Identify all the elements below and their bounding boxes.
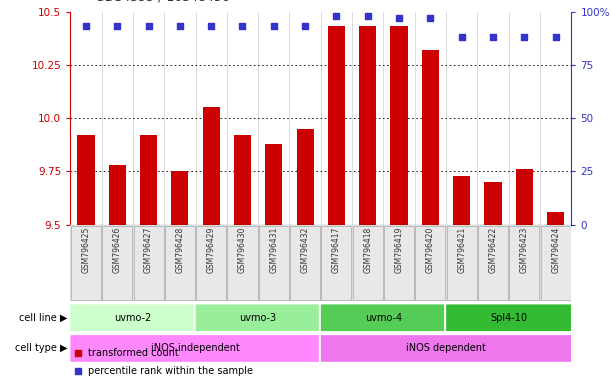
Text: GSM796424: GSM796424 xyxy=(551,227,560,273)
FancyBboxPatch shape xyxy=(259,226,289,300)
Text: iNOS independent: iNOS independent xyxy=(151,343,240,354)
Text: GSM796427: GSM796427 xyxy=(144,227,153,273)
Point xyxy=(551,34,560,40)
FancyBboxPatch shape xyxy=(71,226,101,300)
Point xyxy=(300,23,310,30)
Point xyxy=(332,13,342,19)
FancyBboxPatch shape xyxy=(196,226,226,300)
Text: GDS4355 / 10348456: GDS4355 / 10348456 xyxy=(95,0,230,4)
Text: GSM796428: GSM796428 xyxy=(175,227,185,273)
FancyBboxPatch shape xyxy=(227,226,257,300)
Text: GSM796417: GSM796417 xyxy=(332,227,341,273)
Bar xyxy=(171,171,188,225)
FancyBboxPatch shape xyxy=(69,334,322,363)
Text: uvmo-4: uvmo-4 xyxy=(365,313,402,323)
Bar xyxy=(78,135,95,225)
Text: iNOS dependent: iNOS dependent xyxy=(406,343,486,354)
Text: GSM796418: GSM796418 xyxy=(364,227,372,273)
FancyBboxPatch shape xyxy=(384,226,414,300)
Text: GSM796422: GSM796422 xyxy=(489,227,497,273)
Point xyxy=(394,15,404,21)
Point xyxy=(207,23,216,30)
Text: GSM796429: GSM796429 xyxy=(207,227,216,273)
Bar xyxy=(234,135,251,225)
Point xyxy=(269,23,279,30)
FancyBboxPatch shape xyxy=(353,226,382,300)
Bar xyxy=(422,50,439,225)
FancyBboxPatch shape xyxy=(165,226,195,300)
Bar xyxy=(516,169,533,225)
FancyBboxPatch shape xyxy=(102,226,132,300)
FancyBboxPatch shape xyxy=(541,226,571,300)
Point xyxy=(457,34,467,40)
FancyBboxPatch shape xyxy=(447,226,477,300)
Bar xyxy=(203,108,220,225)
FancyBboxPatch shape xyxy=(510,226,540,300)
Text: transformed count: transformed count xyxy=(88,348,178,358)
Text: GSM796431: GSM796431 xyxy=(269,227,278,273)
Point xyxy=(81,23,91,30)
Text: cell line ▶: cell line ▶ xyxy=(19,313,67,323)
Text: GSM796420: GSM796420 xyxy=(426,227,435,273)
FancyBboxPatch shape xyxy=(445,303,573,332)
Bar xyxy=(328,26,345,225)
FancyBboxPatch shape xyxy=(134,226,164,300)
Text: GSM796425: GSM796425 xyxy=(81,227,90,273)
FancyBboxPatch shape xyxy=(321,226,351,300)
Point xyxy=(112,23,122,30)
FancyBboxPatch shape xyxy=(69,303,197,332)
Point xyxy=(384,240,394,246)
Text: percentile rank within the sample: percentile rank within the sample xyxy=(88,366,253,376)
Text: uvmo-2: uvmo-2 xyxy=(114,313,152,323)
FancyBboxPatch shape xyxy=(320,334,573,363)
FancyBboxPatch shape xyxy=(290,226,320,300)
Point xyxy=(425,15,435,21)
Text: GSM796419: GSM796419 xyxy=(395,227,403,273)
FancyBboxPatch shape xyxy=(415,226,445,300)
Bar xyxy=(296,129,313,225)
Point xyxy=(238,23,247,30)
Bar xyxy=(453,175,470,225)
Text: GSM796423: GSM796423 xyxy=(520,227,529,273)
Bar xyxy=(140,135,157,225)
Bar xyxy=(485,182,502,225)
Text: GSM796421: GSM796421 xyxy=(457,227,466,273)
Point xyxy=(519,34,529,40)
Point xyxy=(384,83,394,89)
Text: GSM796426: GSM796426 xyxy=(113,227,122,273)
Point xyxy=(175,23,185,30)
Bar xyxy=(265,144,282,225)
FancyBboxPatch shape xyxy=(194,303,322,332)
Bar xyxy=(547,212,564,225)
Bar xyxy=(359,26,376,225)
FancyBboxPatch shape xyxy=(478,226,508,300)
Point xyxy=(363,13,373,19)
Bar xyxy=(390,26,408,225)
Bar xyxy=(109,165,126,225)
Text: GSM796432: GSM796432 xyxy=(301,227,310,273)
Point xyxy=(488,34,498,40)
Text: cell type ▶: cell type ▶ xyxy=(15,343,67,354)
Text: uvmo-3: uvmo-3 xyxy=(240,313,277,323)
Text: Spl4-10: Spl4-10 xyxy=(490,313,527,323)
Point xyxy=(144,23,153,30)
FancyBboxPatch shape xyxy=(320,303,447,332)
Text: GSM796430: GSM796430 xyxy=(238,227,247,273)
